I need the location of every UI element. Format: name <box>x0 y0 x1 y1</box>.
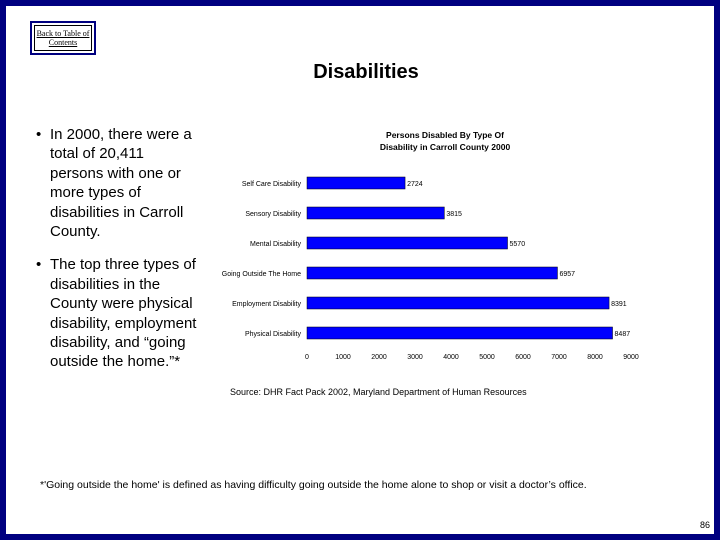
chart-x-tick-label: 7000 <box>551 354 567 361</box>
chart-data-label: 8391 <box>611 301 627 308</box>
chart-data-label: 2724 <box>407 181 423 188</box>
slide-title: Disabilities <box>313 61 419 83</box>
chart-category-label: Mental Disability <box>250 241 301 248</box>
chart-x-tick-label: 2000 <box>371 354 387 361</box>
page-number: 86 <box>699 520 710 530</box>
chart-bar <box>306 176 406 190</box>
footnote: *'Going outside the home' is defined as … <box>40 479 587 491</box>
bullet-text: In 2000, there were a total of 20,411 pe… <box>50 126 192 241</box>
chart-bar <box>306 326 613 340</box>
chart-bar <box>306 296 610 310</box>
chart-x-tick-label: 3000 <box>407 354 423 361</box>
chart-x-tick-label: 1000 <box>335 354 351 361</box>
chart-category-label: Going Outside The Home <box>222 271 301 278</box>
bullet-item: • In 2000, there were a total of 20,411 … <box>36 125 201 241</box>
chart-x-tick-label: 9000 <box>623 354 639 361</box>
chart-category-label: Self Care Disability <box>242 181 302 188</box>
chart-data-label: 3815 <box>446 211 462 218</box>
chart-title-line: Persons Disabled By Type Of <box>386 130 504 140</box>
chart-category-label: Employment Disability <box>232 301 301 308</box>
bullet-list: • In 2000, there were a total of 20,411 … <box>36 125 201 386</box>
chart-bar <box>306 236 508 250</box>
bullet-text: The top three types of disabilities in t… <box>50 256 197 371</box>
chart-data-label: 8487 <box>615 331 631 338</box>
chart-x-tick-label: 6000 <box>515 354 531 361</box>
source-note: Source: DHR Fact Pack 2002, Maryland Dep… <box>230 387 527 397</box>
back-to-toc-button[interactable]: Back to Table of Contents <box>30 21 96 55</box>
chart-bar <box>306 206 445 220</box>
chart-category-label: Sensory Disability <box>245 211 301 218</box>
chart-data-label: 5570 <box>510 241 526 248</box>
bullet-dot-icon: • <box>36 126 42 143</box>
chart-x-tick-label: 5000 <box>479 354 495 361</box>
back-to-toc-label: Back to Table of Contents <box>34 25 92 51</box>
chart-x-tick-label: 4000 <box>443 354 459 361</box>
chart-x-tick-label: 8000 <box>587 354 603 361</box>
chart-bar <box>306 266 558 280</box>
chart-x-tick-label: 0 <box>305 354 309 361</box>
disability-bar-chart: Persons Disabled By Type Of Disability in… <box>222 130 639 361</box>
bullet-dot-icon: • <box>36 256 42 274</box>
bullet-item: • The top three types of disabilities in… <box>36 255 201 371</box>
chart-title-line: Disability in Carroll County 2000 <box>380 142 511 152</box>
chart-category-label: Physical Disability <box>245 331 302 338</box>
chart-data-label: 6957 <box>559 271 575 278</box>
